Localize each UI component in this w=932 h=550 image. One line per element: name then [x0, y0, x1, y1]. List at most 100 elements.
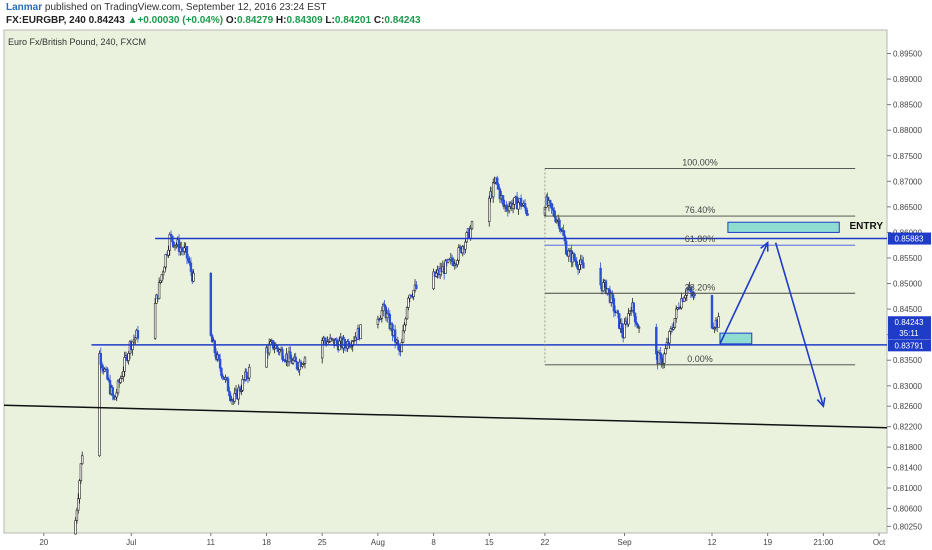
candle-body [173, 244, 177, 248]
candle-body [602, 282, 605, 292]
candle-body [511, 203, 515, 209]
candle-body [393, 329, 397, 343]
candle-body [405, 307, 409, 320]
candle-body [616, 310, 620, 314]
candle-body [383, 304, 386, 308]
candle-body [169, 234, 173, 237]
candle-body [404, 318, 407, 326]
candle-body [655, 326, 658, 355]
y-tick-label: 0.87500 [893, 152, 922, 161]
candle-body [678, 307, 682, 310]
fib-level-label: 0.00% [687, 354, 713, 364]
candle-body [379, 318, 382, 320]
x-tick-label: 21:00 [813, 538, 834, 547]
candle-body [351, 341, 354, 347]
price-labels: 0.85883 0.84243 35:11 0.83791 [888, 232, 931, 352]
candle-body [81, 455, 84, 465]
candle-body [572, 253, 576, 261]
candle-body [185, 246, 189, 259]
price-axis[interactable] [887, 30, 932, 550]
candle-body [470, 221, 474, 230]
candle-body [446, 258, 450, 263]
candle-body [245, 371, 248, 379]
candle-body [664, 348, 667, 355]
candle-body [161, 271, 165, 276]
candle-body [669, 328, 673, 332]
candle-body [269, 341, 272, 345]
candle-body [127, 353, 130, 361]
last-price: 0.84243 [88, 15, 125, 26]
candle-body [493, 182, 496, 184]
candle-body [562, 230, 565, 236]
candle-body [635, 321, 638, 325]
candle-body [188, 260, 191, 264]
candle-body [401, 330, 405, 343]
candle-body [525, 207, 528, 215]
open-value: 0.84279 [236, 15, 274, 26]
candle-body [155, 294, 158, 304]
x-tick-label: Sep [617, 538, 632, 547]
candle-body [657, 352, 661, 365]
candle-body [559, 228, 563, 231]
candle-body [381, 304, 385, 312]
time-axis[interactable] [0, 533, 887, 550]
candle-body [403, 324, 406, 332]
y-tick-label: 0.89000 [893, 75, 922, 84]
y-tick-label: 0.85000 [893, 280, 922, 289]
candle-body [187, 257, 190, 262]
candle-body [218, 358, 222, 369]
candle-body [183, 247, 186, 252]
candle-body [513, 197, 516, 205]
candle-body [376, 318, 380, 325]
candle-body [294, 356, 297, 363]
candle-body [388, 314, 392, 330]
y-tick-label: 0.87000 [893, 177, 922, 186]
y-tick-label: 0.88000 [893, 126, 922, 135]
candle-body [98, 353, 101, 457]
candle-body [501, 195, 504, 201]
candle-body [330, 337, 333, 340]
price-label-bg [888, 232, 931, 245]
price-label-bg [888, 316, 931, 329]
plot-area[interactable] [4, 30, 887, 533]
author-name[interactable]: Lanmar [6, 2, 43, 13]
candle-body [131, 341, 134, 350]
candle-body [79, 463, 83, 481]
candle-body [717, 316, 720, 328]
symbol-label[interactable]: FX:EURGBP, 240 [6, 15, 86, 26]
candle-body [628, 310, 631, 314]
candle-body [580, 259, 584, 264]
candle-body [554, 216, 557, 223]
y-tick-label: 0.81400 [893, 464, 922, 473]
high-label: H: [275, 15, 287, 26]
candle-body [574, 259, 577, 262]
candle-body [632, 302, 635, 314]
candle-body [100, 364, 104, 369]
candle-body [385, 313, 389, 319]
close-value: 0.84243 [384, 15, 421, 26]
candle-body [136, 330, 140, 339]
candle-body [291, 359, 295, 364]
candle-body [273, 347, 276, 350]
candle-body [283, 360, 287, 362]
price-change: +0.00030 (+0.04%) [137, 15, 224, 26]
candle-body [444, 260, 447, 274]
candle-body [660, 354, 663, 365]
candle-body [550, 202, 553, 209]
candle-body [549, 200, 552, 204]
candle-body [553, 209, 556, 217]
candle-body [75, 509, 79, 521]
candle-body [629, 310, 633, 312]
candle-body [663, 353, 666, 364]
candle-body [684, 295, 687, 299]
candle-body [659, 352, 662, 355]
candle-body [497, 184, 500, 190]
candle-body [229, 395, 232, 401]
candle-body [281, 349, 284, 360]
candle-body [248, 366, 251, 379]
candle-body [192, 272, 195, 282]
ohlc-line: FX:EURGBP, 240 0.84243 ▲+0.00030 (+0.04%… [6, 15, 421, 26]
price-label-text: 35:11 [899, 329, 919, 338]
x-tick-label: 12 [708, 538, 717, 547]
